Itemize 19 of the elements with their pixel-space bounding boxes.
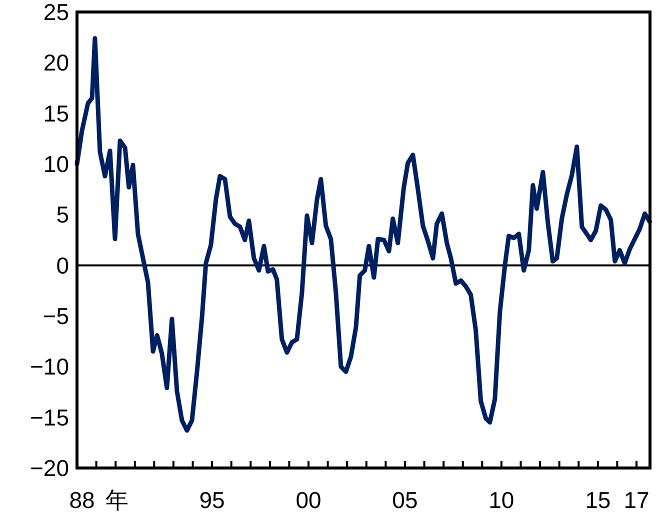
y-tick-label: 10 bbox=[43, 151, 69, 177]
y-tick-label: 20 bbox=[43, 50, 69, 76]
line-series bbox=[74, 36, 652, 433]
y-tick-label: −15 bbox=[30, 404, 69, 430]
y-tick-label: 15 bbox=[43, 100, 69, 126]
x-tick-label: 15 bbox=[585, 487, 611, 513]
x-tick-label: 10 bbox=[488, 487, 514, 513]
y-tick-label: 25 bbox=[43, 0, 69, 25]
x-tick-label: 00 bbox=[296, 487, 322, 513]
y-tick-label: 5 bbox=[56, 202, 69, 228]
y-tick-label: −10 bbox=[30, 354, 69, 380]
y-tick-label: 0 bbox=[56, 252, 69, 278]
y-tick-label: −20 bbox=[30, 455, 69, 481]
y-tick-label: −5 bbox=[42, 303, 69, 329]
x-tick-label: 05 bbox=[392, 487, 418, 513]
x-tick-label: 17 bbox=[624, 487, 650, 513]
x-tick-label: 88 bbox=[69, 487, 95, 513]
x-tick-label: 95 bbox=[199, 487, 225, 513]
x-axis-title: 年 bbox=[106, 487, 128, 513]
